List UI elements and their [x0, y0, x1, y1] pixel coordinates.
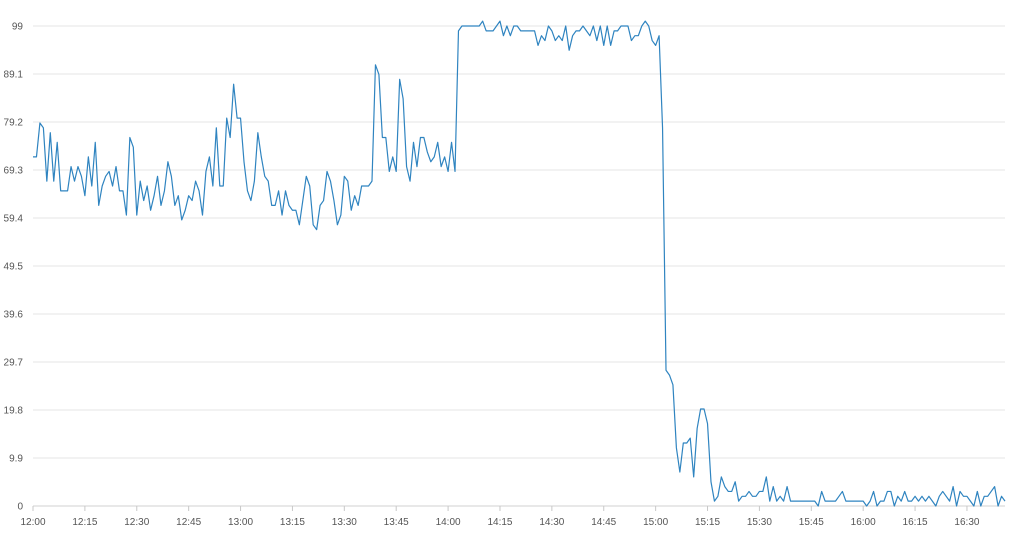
x-tick-label: 13:45: [384, 517, 409, 528]
x-tick-label: 12:45: [176, 517, 201, 528]
x-tick-label: 14:30: [539, 517, 564, 528]
y-tick-label: 69.3: [4, 166, 24, 177]
x-tick-label: 15:00: [643, 517, 668, 528]
x-tick-label: 16:15: [903, 517, 928, 528]
x-axis: 12:00 12:15 12:30 12:45 13:00 13:15 13:30 13:45…: [20, 506, 980, 528]
y-tick-label: 59.4: [4, 214, 24, 225]
x-tick-label: 15:30: [747, 517, 772, 528]
series-layer: [33, 20, 1006, 507]
gridlines: [33, 25, 1005, 507]
x-tick-label: 12:15: [72, 517, 97, 528]
x-tick-label: 14:45: [591, 517, 616, 528]
x-tick-label: 16:00: [851, 517, 876, 528]
series-line: [33, 20, 1006, 507]
x-tick-label: 13:00: [228, 517, 253, 528]
y-tick-label: 99: [12, 22, 24, 33]
x-tick-label: 12:00: [20, 517, 45, 528]
y-tick-label: 9.9: [9, 454, 23, 465]
y-tick-label: 39.6: [4, 310, 24, 321]
y-tick-label: 79.2: [4, 118, 24, 129]
y-tick-label: 19.8: [4, 406, 24, 417]
x-tick-label: 15:15: [695, 517, 720, 528]
y-tick-label: 0: [17, 502, 23, 513]
x-tick-label: 16:30: [954, 517, 979, 528]
y-tick-label: 29.7: [4, 358, 24, 369]
y-tick-label: 49.5: [4, 262, 24, 273]
y-tick-label: 89.1: [4, 70, 24, 81]
x-tick-label: 13:30: [332, 517, 357, 528]
x-tick-label: 15:45: [799, 517, 824, 528]
x-tick-label: 12:30: [124, 517, 149, 528]
x-tick-label: 14:00: [436, 517, 461, 528]
y-axis: 0 9.9 19.8 29.7 39.6 49.5 59.4 69.3 79.2 89.1 99: [4, 22, 24, 513]
x-tick-label: 13:15: [280, 517, 305, 528]
x-tick-label: 14:15: [487, 517, 512, 528]
